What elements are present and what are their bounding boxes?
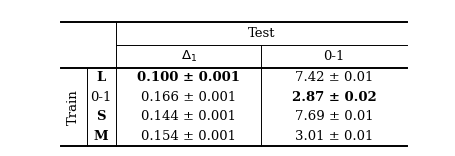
Text: M: M (94, 130, 108, 143)
Text: Test: Test (247, 27, 274, 40)
Text: 3.01 ± 0.01: 3.01 ± 0.01 (294, 130, 373, 143)
Text: L: L (96, 71, 106, 84)
Text: 7.42 ± 0.01: 7.42 ± 0.01 (294, 71, 373, 84)
Text: 2.87 ± 0.02: 2.87 ± 0.02 (291, 91, 376, 104)
Text: 0-1: 0-1 (323, 50, 344, 63)
Text: 0.144 ± 0.001: 0.144 ± 0.001 (141, 110, 236, 123)
Text: 0.166 ± 0.001: 0.166 ± 0.001 (141, 91, 236, 104)
Text: Train: Train (67, 89, 80, 125)
Text: 0-1: 0-1 (91, 91, 111, 104)
Text: $\Delta_1$: $\Delta_1$ (180, 49, 197, 64)
Text: 0.154 ± 0.001: 0.154 ± 0.001 (141, 130, 236, 143)
Text: S: S (96, 110, 106, 123)
Text: 0.100 ± 0.001: 0.100 ± 0.001 (137, 71, 240, 84)
Text: 7.69 ± 0.01: 7.69 ± 0.01 (294, 110, 373, 123)
